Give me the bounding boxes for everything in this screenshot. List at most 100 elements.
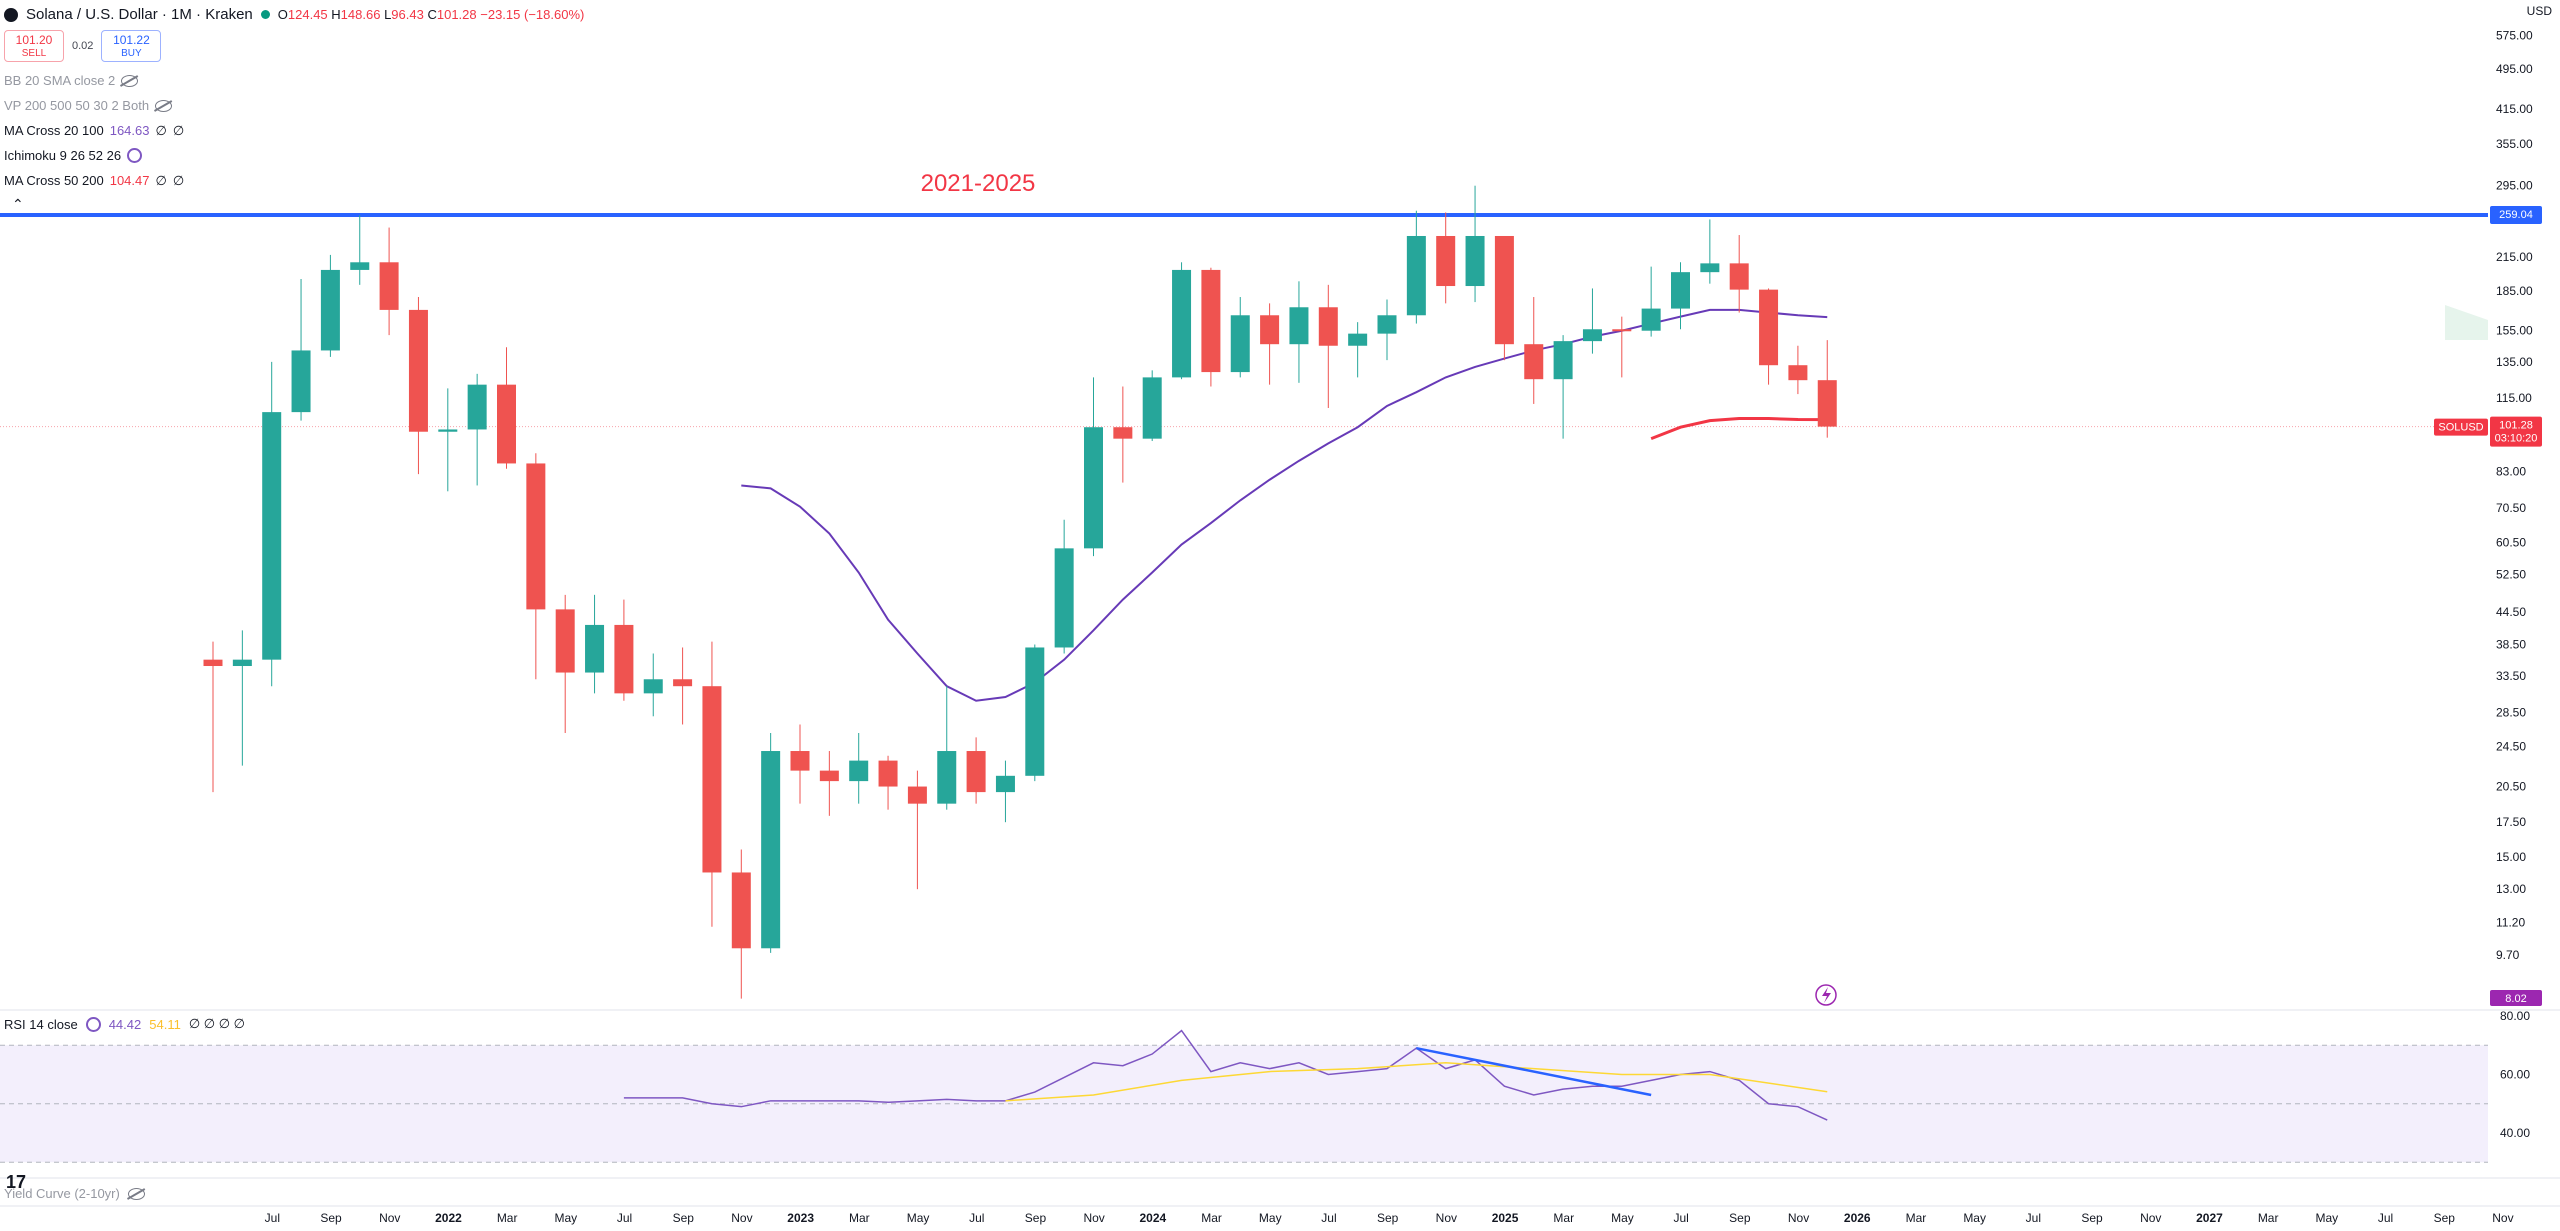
time-axis-label: May [555, 1211, 578, 1225]
candle-body [1729, 263, 1749, 290]
price-axis-label: 52.50 [2496, 568, 2526, 582]
resistance-price-tag [2490, 206, 2542, 224]
candle-body [526, 463, 546, 610]
candle-body [907, 786, 927, 804]
yield-curve-legend[interactable]: Yield Curve (2-10yr) [4, 1186, 145, 1201]
candle-body [937, 751, 957, 804]
candle-body [643, 679, 663, 694]
candle-body [1054, 548, 1074, 648]
time-axis-label: Mar [1906, 1211, 1927, 1225]
time-axis-label: Nov [379, 1211, 400, 1225]
candle-body [497, 384, 516, 464]
candle-body [1201, 269, 1221, 373]
hidden-eye-icon[interactable] [121, 74, 139, 87]
candle-body [1142, 377, 1162, 439]
candle-body [555, 609, 575, 673]
candle-body [1436, 235, 1456, 287]
resistance-price-tag-text: 259.04 [2499, 209, 2533, 221]
rsi-line [623, 1029, 1828, 1121]
time-axis-label: Nov [2140, 1211, 2161, 1225]
time-axis-label: Mar [497, 1211, 518, 1225]
candle-body [320, 269, 340, 351]
candle-body [1113, 427, 1133, 439]
indicator-bb[interactable]: BB 20 SMA close 2 [4, 68, 584, 93]
hidden-eye-icon[interactable] [155, 99, 173, 112]
hidden-eye-icon[interactable] [127, 1187, 145, 1200]
time-axis-label: 2025 [1492, 1211, 1519, 1225]
price-axis-label: 70.50 [2496, 501, 2526, 515]
candle-body [1759, 289, 1779, 366]
candle-body [1671, 272, 1690, 309]
market-open-dot-icon [260, 10, 270, 19]
time-axis-label: Jul [265, 1211, 280, 1225]
candle-body [1553, 341, 1573, 380]
candle-body [1494, 235, 1514, 345]
candle-body [1406, 235, 1426, 316]
candle-body [1612, 329, 1632, 332]
buy-button[interactable]: 101.22 BUY [101, 30, 162, 62]
candle-body [262, 412, 282, 660]
indicator-vp[interactable]: VP 200 500 50 30 2 Both [4, 93, 584, 118]
candle-body [408, 309, 428, 432]
rsi-title: RSI 14 close [4, 1016, 78, 1032]
candle-body [1348, 333, 1368, 346]
candle-body [1289, 307, 1309, 345]
time-axis-label: Nov [731, 1211, 752, 1225]
time-axis-label: 2026 [1844, 1211, 1871, 1225]
tradingview-logo-icon[interactable]: 17 [6, 1172, 27, 1192]
rsi-ma-line [1005, 1062, 1828, 1102]
indicator-ma-cross-50-200[interactable]: MA Cross 50 200 104.47 ∅ ∅ [4, 172, 185, 189]
time-axis-label: 2027 [2196, 1211, 2223, 1225]
price-axis-label: 155.00 [2496, 324, 2533, 338]
currency-selector[interactable]: USD [2526, 4, 2552, 18]
time-axis-label: Jul [2026, 1211, 2041, 1225]
candle-body [966, 751, 986, 793]
rsi-axis-label: 40.00 [2500, 1126, 2530, 1140]
candle-body [819, 770, 839, 782]
spread-value: 0.02 [72, 40, 94, 52]
time-axis-label: Mar [849, 1211, 870, 1225]
time-axis-label: May [907, 1211, 930, 1225]
candle-body [291, 350, 311, 413]
symbol-tag [2434, 418, 2488, 436]
ohlc-values: O124.45 H148.66 L96.43 C101.28 −23.15 (−… [277, 7, 585, 22]
rsi-null-values: ∅ ∅ ∅ ∅ [188, 1016, 245, 1031]
annotation-label[interactable]: 2021-2025 [921, 170, 1036, 197]
candle-body [1641, 308, 1661, 331]
symbol-title[interactable]: Solana / U.S. Dollar · 1M · Kraken [26, 6, 253, 23]
price-axis-label: 185.00 [2496, 284, 2533, 298]
price-axis-label: 44.50 [2496, 605, 2526, 619]
time-axis-label: 2022 [435, 1211, 462, 1225]
candle-body [1377, 315, 1397, 334]
candle-body [1025, 647, 1045, 776]
sell-button[interactable]: 101.20 SELL [4, 30, 64, 62]
price-axis-label: 20.50 [2496, 780, 2526, 794]
time-axis-label: 2023 [787, 1211, 814, 1225]
time-axis-label: May [1259, 1211, 1282, 1225]
candle-body [878, 760, 898, 787]
rsi-value: 44.42 [108, 1016, 142, 1032]
time-axis-label: Sep [1025, 1211, 1047, 1225]
indicator-ichimoku[interactable]: Ichimoku 9 26 52 26 [4, 143, 584, 168]
price-axis-label: 9.70 [2496, 948, 2520, 962]
collapse-legend-button[interactable]: ⌃ [12, 196, 24, 212]
price-axis-label: 135.00 [2496, 355, 2533, 369]
candle-body [731, 872, 751, 949]
candle-body [467, 384, 487, 430]
price-axis-label: 295.00 [2496, 179, 2533, 193]
time-axis-label: May [2316, 1211, 2339, 1225]
candle-body [1582, 329, 1602, 342]
time-axis-label: Sep [2081, 1211, 2103, 1225]
low-price-tag [2490, 990, 2542, 1006]
price-axis-label: 415.00 [2496, 102, 2533, 116]
rsi-axis-label: 80.00 [2500, 1009, 2530, 1023]
price-axis-label: 60.50 [2496, 536, 2526, 550]
indicator-ma-cross-20-100[interactable]: MA Cross 20 100 164.63 ∅ ∅ [4, 122, 185, 139]
price-axis-label: 215.00 [2496, 250, 2533, 264]
candle-body [379, 262, 399, 310]
time-axis-label: Nov [1436, 1211, 1457, 1225]
time-axis-label: Sep [2434, 1211, 2456, 1225]
rsi-legend[interactable]: RSI 14 close 44.42 54.11 ∅ ∅ ∅ ∅ [4, 1016, 245, 1032]
low-price-tag-text: 8.02 [2505, 993, 2526, 1005]
